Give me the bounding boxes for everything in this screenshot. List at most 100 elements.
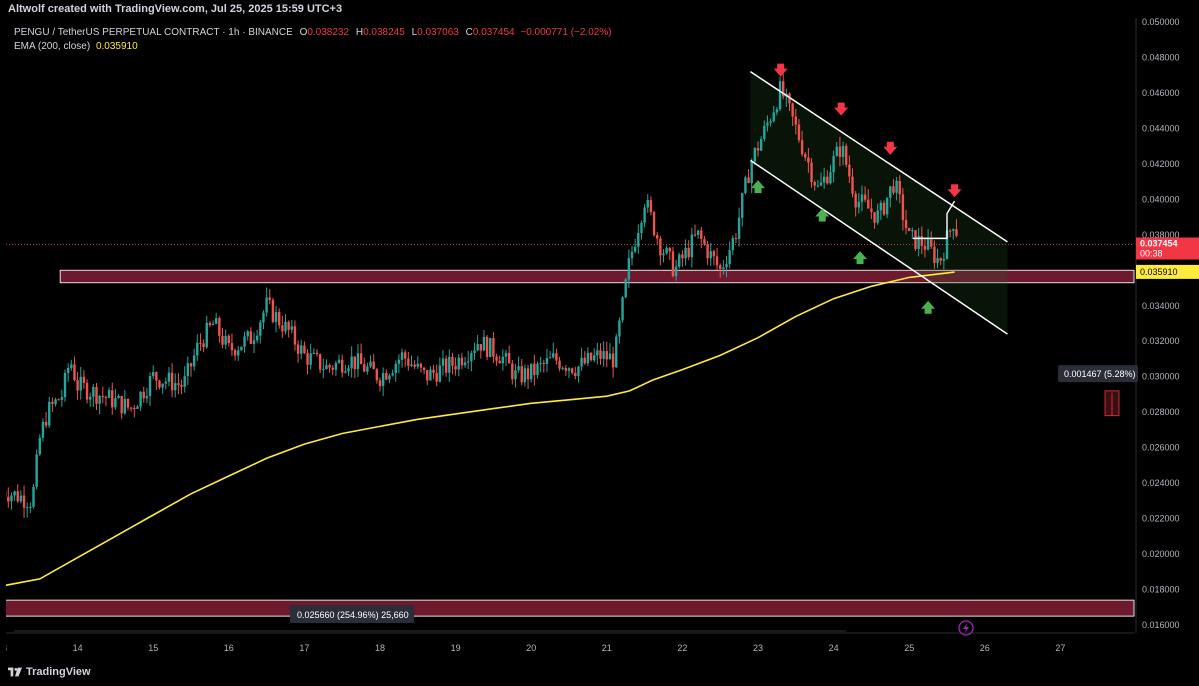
tradingview-brand[interactable]: TradingView xyxy=(8,666,91,678)
candle-body xyxy=(895,180,898,193)
candle-body xyxy=(300,345,303,354)
candle-body xyxy=(715,256,719,266)
candle-body xyxy=(16,491,19,502)
chart-legend: PENGU / TetherUS PERPETUAL CONTRACT · 1h… xyxy=(14,26,612,54)
candle-body xyxy=(709,251,712,259)
candle-body xyxy=(227,335,230,344)
candle-body xyxy=(139,391,142,407)
candle-body xyxy=(533,363,536,376)
candle-body xyxy=(215,318,218,324)
y-tick-label: 0.022000 xyxy=(1142,514,1180,524)
x-tick-label: 15 xyxy=(148,643,158,653)
candle-body xyxy=(148,376,152,397)
candle-body xyxy=(624,279,627,298)
candle-body xyxy=(876,210,879,223)
candle-body xyxy=(76,380,79,391)
down-arrow-icon xyxy=(947,184,962,198)
support-zone[interactable] xyxy=(59,269,1135,284)
channel-lower-line[interactable] xyxy=(750,159,1008,335)
candle-body xyxy=(22,495,26,508)
y-tick-label: 0.028000 xyxy=(1142,407,1180,417)
candle-body xyxy=(552,353,555,358)
candle-body xyxy=(656,235,659,239)
candle-body xyxy=(558,360,561,369)
candle-body xyxy=(577,366,580,376)
bottom-measure-tag[interactable] xyxy=(290,605,414,623)
price-axis[interactable] xyxy=(1136,18,1199,661)
candle-body xyxy=(586,352,590,364)
candle-body xyxy=(725,264,728,268)
candle-body xyxy=(703,239,706,245)
candle-body xyxy=(322,369,325,371)
candle-body xyxy=(822,176,826,183)
candle-body xyxy=(504,352,508,357)
candle-body xyxy=(621,297,624,321)
candle-body xyxy=(611,353,615,368)
candle-body xyxy=(284,321,287,332)
last-price-tag-value: 0.037454 xyxy=(1140,239,1178,249)
lightning-icon[interactable] xyxy=(958,620,974,636)
measure-tag[interactable] xyxy=(1058,365,1138,383)
candle-body xyxy=(337,359,341,363)
candle-body xyxy=(728,250,731,265)
candle-body xyxy=(545,357,549,364)
candle-body xyxy=(923,245,927,250)
candle-body xyxy=(306,353,309,365)
candle-body xyxy=(917,235,920,250)
projection-path[interactable] xyxy=(912,200,956,240)
candle-body xyxy=(60,397,64,400)
candle-body xyxy=(889,186,892,198)
candle-body xyxy=(230,343,234,351)
candle-body xyxy=(353,356,356,370)
candle-body xyxy=(832,155,835,173)
candle-body xyxy=(501,356,505,364)
candle-body xyxy=(797,124,801,141)
candle-body xyxy=(309,353,312,365)
candle-body xyxy=(19,495,23,502)
candle-body xyxy=(602,351,605,359)
candle-body xyxy=(268,297,271,300)
candle-body xyxy=(819,182,823,186)
candle-body xyxy=(410,364,413,366)
candle-body xyxy=(867,199,870,209)
last-price-tag xyxy=(1136,237,1199,260)
ema-200-line[interactable] xyxy=(6,271,955,587)
candle-body xyxy=(136,406,139,410)
candle-body xyxy=(145,396,149,399)
candle-body xyxy=(211,323,215,326)
candle-body xyxy=(259,322,262,336)
y-tick-label: 0.040000 xyxy=(1142,194,1180,204)
channel-upper-line[interactable] xyxy=(750,71,1008,243)
candle-body xyxy=(334,362,338,370)
support-zone[interactable] xyxy=(6,599,1135,617)
candle-body xyxy=(939,258,942,261)
candle-body xyxy=(479,344,482,351)
candle-body xyxy=(507,352,511,364)
candle-body xyxy=(926,239,930,250)
price-chart[interactable]: 0.050000 0.048000 0.046000 0.044000 0.042000… xyxy=(6,18,1199,661)
candle-body xyxy=(829,172,832,184)
candle-body xyxy=(470,353,473,362)
candle-body xyxy=(381,373,385,387)
candle-body xyxy=(170,372,174,391)
candle-body xyxy=(274,312,278,322)
candle-body xyxy=(114,398,117,408)
candle-body xyxy=(73,364,76,381)
candle-body xyxy=(841,145,845,158)
candle-body xyxy=(788,93,791,104)
x-tick-label: 25 xyxy=(904,643,914,653)
candle-body xyxy=(520,366,523,383)
candle-body xyxy=(394,363,397,374)
candle-body xyxy=(908,228,911,231)
candle-body xyxy=(89,396,92,400)
x-tick-label: 13 xyxy=(6,643,7,653)
candle-body xyxy=(870,208,873,213)
x-tick-label: 18 xyxy=(375,643,385,653)
candle-body xyxy=(807,157,810,163)
candle-body xyxy=(467,361,470,363)
chart-area[interactable]: 0.050000 0.048000 0.046000 0.044000 0.042000… xyxy=(6,18,1199,661)
bottom-measure-tag-value: 0.025660 (254.96%) 25,660 xyxy=(297,610,409,620)
candle-body xyxy=(451,356,454,366)
symbol-label[interactable]: PENGU / TetherUS PERPETUAL CONTRACT · 1h… xyxy=(14,27,293,38)
ema-label[interactable]: EMA (200, close) xyxy=(14,41,91,52)
